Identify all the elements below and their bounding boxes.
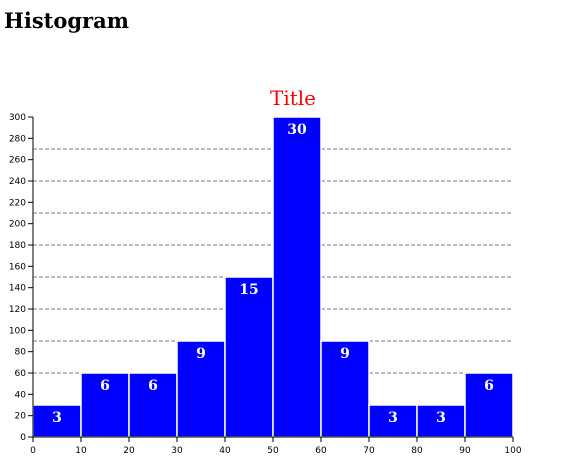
bar-value-label: 30 <box>287 122 307 138</box>
bar-value-label: 15 <box>239 282 258 298</box>
bar-value-label: 9 <box>340 346 350 362</box>
x-tick-label: 80 <box>411 446 423 456</box>
histogram-bar <box>464 372 514 438</box>
histogram-bar <box>32 404 82 438</box>
x-tick-label: 30 <box>171 446 183 456</box>
bar-value-label: 3 <box>52 410 62 426</box>
y-tick-label: 0 <box>20 433 26 443</box>
bar-value-label: 3 <box>388 410 398 426</box>
x-tick-label: 60 <box>315 446 327 456</box>
y-tick-label: 100 <box>9 326 26 336</box>
y-tick-label: 140 <box>9 284 26 294</box>
y-tick-label: 240 <box>9 177 26 187</box>
x-tick-label: 20 <box>123 446 135 456</box>
histogram-bar <box>320 340 370 438</box>
y-tick-label: 200 <box>9 220 26 230</box>
y-tick-label: 40 <box>15 390 27 400</box>
y-tick-label: 260 <box>9 156 26 166</box>
y-tick-label: 80 <box>15 348 27 358</box>
x-tick-label: 0 <box>30 446 36 456</box>
page-heading: Histogram <box>4 8 129 33</box>
chart-title: Title <box>270 86 316 110</box>
y-tick-label: 20 <box>15 412 27 422</box>
y-tick-label: 220 <box>9 198 26 208</box>
y-tick-label: 280 <box>9 134 26 144</box>
histogram-bar <box>272 116 322 438</box>
histogram-bar <box>416 404 466 438</box>
bar-value-label: 6 <box>148 378 158 394</box>
x-tick-label: 50 <box>267 446 279 456</box>
histogram-bar <box>224 276 274 438</box>
y-tick-label: 60 <box>15 369 27 379</box>
x-tick-label: 40 <box>219 446 231 456</box>
bar-value-label: 6 <box>484 378 494 394</box>
histogram-bar <box>80 372 130 438</box>
bar-value-label: 6 <box>100 378 110 394</box>
y-tick-label: 300 <box>9 113 26 123</box>
bar-value-label: 3 <box>436 410 446 426</box>
x-tick-label: 90 <box>459 446 471 456</box>
y-tick-label: 180 <box>9 241 26 251</box>
x-tick-label: 100 <box>504 446 521 456</box>
histogram-bar <box>176 340 226 438</box>
x-tick-label: 70 <box>363 446 375 456</box>
x-tick-label: 10 <box>75 446 87 456</box>
bar-value-label: 9 <box>196 346 206 362</box>
y-tick-label: 120 <box>9 305 26 315</box>
bar-labels: 3 6 6 9 15 30 9 3 3 6 <box>52 122 494 426</box>
axes: 0204060801001201401601802002202402602803… <box>9 113 522 456</box>
y-tick-label: 160 <box>9 262 26 272</box>
